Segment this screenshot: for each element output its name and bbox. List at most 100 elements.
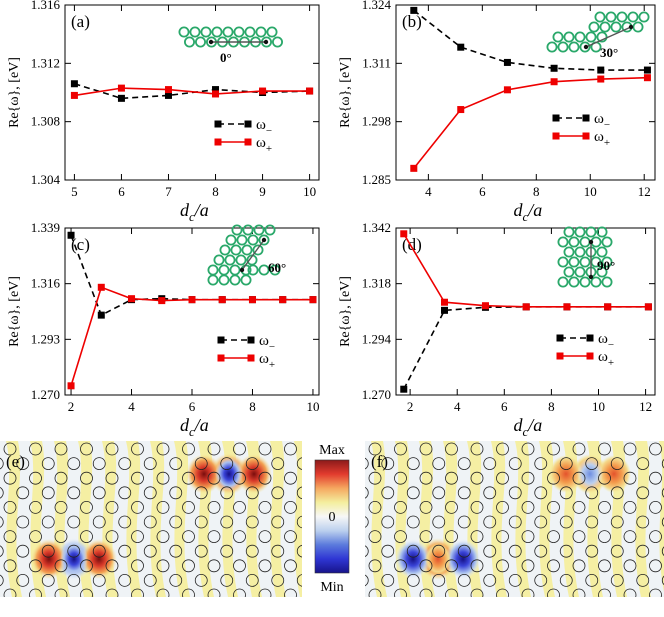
lattice-rod — [496, 588, 509, 597]
lattice-rod — [585, 544, 599, 558]
lattice-rod — [207, 559, 221, 573]
legend-marker — [214, 120, 222, 128]
lattice-rod — [67, 457, 81, 471]
y-tick-label: 1.342 — [362, 220, 391, 235]
lattice-rod — [470, 442, 484, 456]
ring-cavity — [224, 254, 236, 266]
field-band — [174, 441, 190, 597]
data-point-omega-plus — [644, 303, 652, 311]
lattice-rod — [521, 500, 535, 514]
lattice-rod — [508, 457, 522, 471]
lattice-rod — [381, 544, 395, 558]
panel-label: (f) — [371, 452, 388, 471]
colorbar-zero-label: 0 — [329, 510, 336, 525]
x-axis-label: dc/a — [180, 415, 209, 439]
x-axis-label-main: d — [180, 200, 190, 220]
lattice-rod — [3, 471, 17, 485]
lattice-rod — [623, 530, 637, 543]
lattice-rod — [598, 559, 611, 573]
lattice-rod — [661, 546, 664, 556]
lattice-rod — [220, 515, 234, 529]
lattice-rod — [3, 530, 17, 543]
lattice-rod — [80, 500, 93, 514]
ring-cavity — [610, 21, 622, 33]
x-tick-label: 4 — [425, 184, 432, 199]
lattice-rod — [610, 457, 624, 471]
lattice-rod — [381, 486, 395, 500]
field-band — [371, 441, 387, 597]
lattice-rod — [457, 574, 471, 587]
lattice-rod — [169, 574, 183, 587]
x-tick-label: 10 — [306, 399, 319, 414]
x-axis-label-sub: c — [523, 209, 529, 224]
lattice-rod — [156, 559, 170, 573]
lattice-rod — [29, 500, 42, 514]
ring-cavity — [233, 26, 245, 38]
lattice-rod — [432, 515, 446, 529]
lattice-rod — [598, 500, 611, 514]
lattice-rod — [92, 515, 106, 529]
legend-marker — [552, 132, 560, 140]
ring-cavity — [601, 276, 613, 288]
panel-label: (b) — [402, 12, 422, 31]
lattice-rod — [29, 442, 42, 456]
lattice-rod — [559, 574, 573, 587]
ring-cavity — [258, 234, 270, 246]
lattice-rod — [534, 486, 548, 500]
angle-label: 60° — [268, 260, 286, 275]
ring-cavity — [230, 244, 242, 256]
lattice-rod — [508, 515, 522, 529]
lattice-rod — [245, 515, 259, 529]
x-axis-label-sub: c — [523, 424, 529, 439]
ring-cavity — [596, 246, 608, 258]
lattice-rod — [348, 574, 360, 586]
lattice-rod — [559, 457, 573, 471]
data-point-omega-plus — [643, 74, 651, 82]
lattice-rod — [143, 486, 157, 500]
ring-cavity — [242, 224, 254, 236]
lattice-rod — [368, 530, 382, 543]
series-line-omega-minus — [413, 9, 648, 71]
data-point-omega-plus — [158, 297, 166, 305]
lattice-rod — [547, 500, 560, 514]
legend-subscript: − — [608, 339, 614, 351]
lattice-rod — [92, 574, 106, 587]
ring-cavity — [189, 26, 201, 38]
legend-symbol: ω — [259, 351, 269, 367]
x-tick-label: 7 — [165, 184, 172, 199]
lattice-rod — [296, 574, 302, 587]
lattice-rod — [508, 574, 522, 587]
ring-cavity — [207, 264, 219, 276]
lattice-rod — [496, 442, 509, 456]
field-maps-layer: (e) (f) — [0, 441, 664, 597]
lattice-rod — [496, 559, 509, 573]
ring-cavity — [563, 246, 575, 258]
lattice-rod — [483, 457, 497, 471]
lattice-rod — [67, 544, 81, 558]
lattice-rod — [284, 442, 297, 456]
legend: ω−ω+ — [552, 111, 610, 149]
x-tick-label: 8 — [249, 399, 256, 414]
lattice-rod — [245, 544, 259, 558]
lattice-rod — [271, 457, 285, 471]
lattice-rod — [29, 471, 42, 485]
defect-dot — [208, 39, 214, 45]
lattice-rod — [368, 471, 382, 485]
lattice-rod — [182, 471, 195, 485]
defect-link — [241, 239, 265, 271]
defect-dot — [588, 274, 594, 280]
y-tick-label: 1.294 — [362, 331, 392, 346]
defect-dot — [239, 267, 245, 273]
lattice-rod — [3, 442, 17, 456]
lattice-rod — [623, 559, 637, 573]
lattice-rod — [271, 515, 285, 529]
lattice-rod — [483, 515, 497, 529]
legend-marker — [586, 352, 594, 360]
lattice-rod — [258, 530, 272, 543]
lattice-rod — [508, 544, 522, 558]
y-tick-label: 1.270 — [31, 387, 60, 402]
data-point-omega-minus — [97, 311, 105, 319]
lattice-rod — [368, 559, 382, 573]
defect-dot — [588, 239, 594, 245]
